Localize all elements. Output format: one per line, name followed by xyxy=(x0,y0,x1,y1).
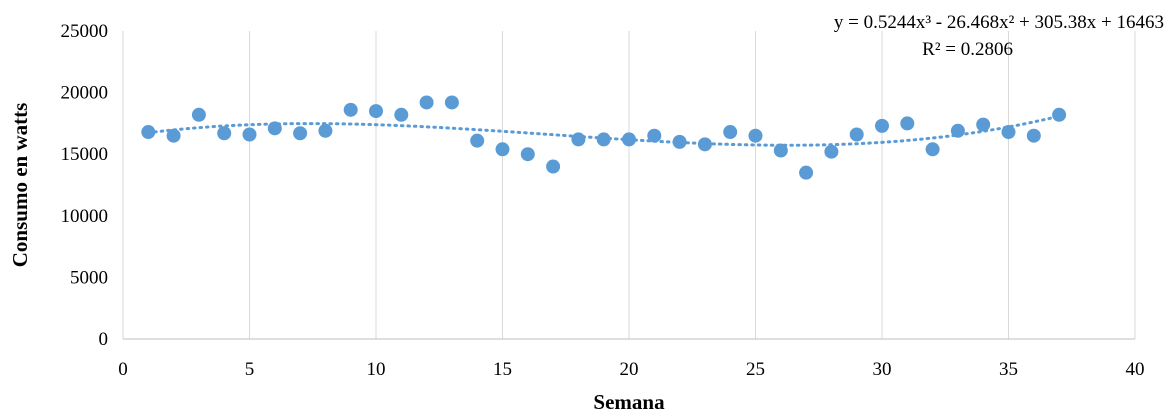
data-point xyxy=(647,128,662,143)
x-tick-label: 15 xyxy=(493,359,512,380)
x-axis-ticks: 0 5 10 15 20 25 30 35 40 xyxy=(118,359,1144,380)
data-point xyxy=(596,132,611,147)
data-point xyxy=(141,125,156,140)
data-point xyxy=(470,133,485,148)
data-point xyxy=(394,107,409,122)
y-tick-label: 0 xyxy=(99,329,109,350)
y-axis-title: Consumo en watts xyxy=(8,103,32,268)
data-point xyxy=(1052,107,1067,122)
y-tick-label: 15000 xyxy=(61,144,109,165)
data-point xyxy=(976,117,991,132)
x-tick-label: 0 xyxy=(118,359,128,380)
data-point xyxy=(799,165,814,180)
data-point xyxy=(925,142,940,157)
data-point xyxy=(369,104,383,119)
data-points xyxy=(141,95,1067,180)
data-point xyxy=(343,102,358,117)
x-tick-label: 25 xyxy=(746,359,765,380)
y-tick-label: 20000 xyxy=(61,83,109,104)
data-point xyxy=(293,126,308,141)
x-axis-title: Semana xyxy=(593,390,665,414)
x-tick-label: 35 xyxy=(999,359,1018,380)
data-point xyxy=(217,126,232,141)
data-point xyxy=(622,132,636,147)
data-point xyxy=(1001,125,1016,140)
data-point xyxy=(495,142,510,157)
data-point xyxy=(1026,128,1041,143)
data-point xyxy=(950,123,965,138)
data-point xyxy=(900,116,915,131)
data-point xyxy=(546,159,561,174)
x-tick-label: 30 xyxy=(873,359,892,380)
data-point xyxy=(191,107,206,122)
y-axis-ticks: 0 5000 10000 15000 20000 25000 xyxy=(61,21,109,350)
data-point xyxy=(444,95,459,110)
data-point xyxy=(748,128,763,143)
data-point xyxy=(672,134,687,149)
trendline-equation: y = 0.5244x³ - 26.468x² + 305.38x + 1646… xyxy=(834,12,1164,33)
data-point xyxy=(520,147,535,162)
data-point xyxy=(773,143,788,158)
data-point xyxy=(824,144,839,159)
gridlines xyxy=(122,31,1136,340)
data-point xyxy=(419,95,434,110)
y-tick-label: 10000 xyxy=(61,206,109,227)
x-tick-label: 40 xyxy=(1126,359,1145,380)
data-point xyxy=(849,127,864,142)
data-point xyxy=(242,127,257,142)
x-tick-label: 10 xyxy=(367,359,386,380)
data-point xyxy=(875,118,889,133)
x-tick-label: 5 xyxy=(245,359,255,380)
trendline-r-squared: R² = 0.2806 xyxy=(922,39,1013,60)
data-point xyxy=(723,125,738,140)
data-point xyxy=(697,137,712,152)
data-point xyxy=(267,121,282,136)
y-tick-label: 25000 xyxy=(61,21,109,42)
y-tick-label: 5000 xyxy=(70,267,108,288)
data-point xyxy=(571,132,586,147)
data-point xyxy=(318,123,333,138)
x-tick-label: 20 xyxy=(620,359,639,380)
data-point xyxy=(166,128,181,143)
